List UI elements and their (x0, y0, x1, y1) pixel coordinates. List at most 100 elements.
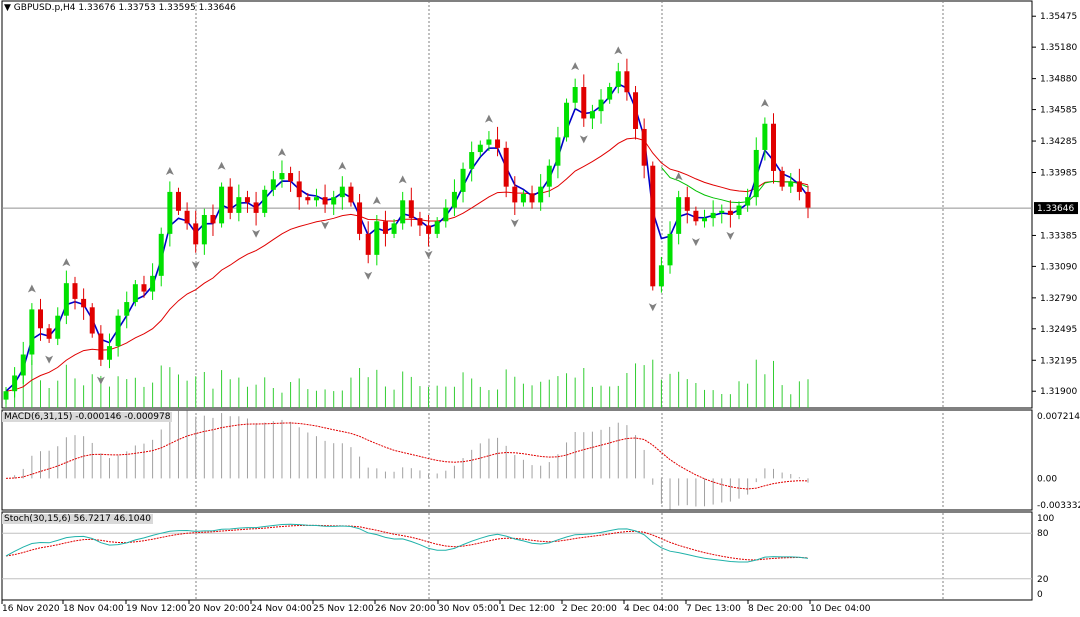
stoch-tick-label: 80 (1037, 529, 1049, 539)
time-tick-label: 25 Nov 12:00 (313, 604, 374, 614)
bull-candle (658, 265, 664, 287)
bull-candle (589, 111, 595, 119)
bull-candle (115, 315, 121, 347)
fractal-up-icon (398, 175, 407, 184)
bear-candle (624, 71, 630, 93)
bear-candle (684, 197, 690, 211)
bear-candle (81, 298, 87, 308)
chevron-down-icon[interactable]: ▼ (4, 3, 11, 13)
bull-candle (520, 194, 526, 203)
macd-tick-label: 0.00 (1037, 474, 1057, 484)
fractal-up-icon (372, 196, 381, 205)
time-tick-label: 18 Nov 04:00 (63, 604, 124, 614)
bear-candle (503, 147, 509, 187)
bear-candle (650, 165, 656, 287)
bear-candle (227, 186, 233, 213)
fractal-down-icon (191, 261, 200, 270)
price-tick-label: 1.32195 (1040, 356, 1077, 366)
bull-candle (374, 221, 380, 255)
stoch-tick-label: 20 (1037, 575, 1049, 585)
bull-candle (12, 375, 18, 392)
bull-candle (702, 218, 708, 222)
time-tick-label: 1 Dec 12:00 (500, 604, 555, 614)
bull-candle (20, 354, 26, 376)
bear-candle (408, 200, 414, 219)
bull-candle (676, 197, 682, 234)
mid-ma-line (661, 167, 809, 204)
time-tick-label: 7 Dec 13:00 (686, 604, 741, 614)
bull-candle (538, 186, 544, 203)
bear-candle (365, 233, 371, 255)
price-tick-label: 1.32790 (1040, 294, 1077, 304)
bull-candle (262, 189, 268, 213)
bear-candle (210, 214, 216, 224)
time-tick-label: 2 Dec 20:00 (562, 604, 617, 614)
bear-candle (89, 307, 95, 334)
fractal-down-icon (424, 250, 433, 259)
fractal-up-icon (760, 98, 769, 107)
candles (3, 58, 811, 404)
bull-candle (331, 197, 337, 205)
bull-candle (3, 391, 9, 400)
bear-candle (426, 225, 432, 234)
time-tick-label: 26 Nov 20:00 (375, 604, 436, 614)
bear-candle (46, 328, 52, 339)
stoch-signal-line (5, 524, 809, 561)
fractal-down-icon (96, 376, 105, 385)
fractal-down-icon (726, 231, 735, 240)
price-tick-label: 1.33985 (1040, 169, 1077, 179)
bull-candle (150, 275, 156, 292)
volume-bars (5, 359, 809, 408)
fractal-down-icon (510, 219, 519, 228)
bull-candle (400, 200, 406, 224)
fractal-up-icon (165, 167, 174, 176)
bull-candle (788, 181, 794, 187)
time-tick-label: 8 Dec 20:00 (748, 604, 803, 614)
macd-title: MACD(6,31,15) -0.000146 -0.000978 (2, 412, 173, 422)
fractal-up-icon (338, 161, 347, 170)
bull-candle (564, 102, 570, 138)
bear-candle (253, 202, 259, 213)
bull-candle (339, 186, 345, 198)
bull-candle (615, 71, 621, 88)
bull-candle (443, 207, 449, 222)
fractal-down-icon (252, 229, 261, 238)
bear-candle (98, 333, 104, 360)
stoch-main-line (5, 523, 809, 563)
bear-candle (244, 197, 250, 203)
bull-candle (63, 283, 69, 316)
bear-candle (348, 186, 354, 203)
bull-candle (124, 302, 130, 316)
bear-candle (417, 218, 423, 226)
macd-panel: 0.007214 0.00 -0.003332 (5, 410, 1080, 511)
bear-candle (512, 186, 518, 203)
slow-ma-line (5, 137, 809, 392)
fractal-down-icon (691, 238, 700, 247)
bull-candle (710, 212, 716, 219)
bear-candle (495, 139, 501, 148)
bear-candle (805, 191, 811, 208)
fractal-up-icon (484, 114, 493, 123)
bull-candle (762, 123, 768, 150)
price-tick-label: 1.31900 (1040, 387, 1077, 397)
macd-signal-line (5, 422, 809, 490)
macd-tick-label: 0.007214 (1037, 412, 1080, 422)
current-price-box (1034, 202, 1078, 215)
bull-candle (572, 87, 578, 103)
fractal-up-icon (674, 172, 683, 181)
bear-candle (357, 202, 363, 234)
ohlc-label: 1.33676 1.33753 1.33595 1.33646 (78, 3, 236, 13)
bull-candle (106, 346, 112, 360)
bear-candle (72, 283, 78, 299)
price-tick-label: 1.34285 (1040, 137, 1077, 147)
price-tick-label: 1.34585 (1040, 106, 1077, 116)
bull-candle (598, 99, 604, 112)
bear-candle (641, 128, 647, 166)
bear-candle (633, 92, 639, 129)
bull-candle (219, 186, 225, 224)
bull-candle (486, 139, 492, 145)
bull-candle (460, 168, 466, 192)
bull-candle (391, 223, 397, 234)
bull-candle (667, 233, 673, 266)
